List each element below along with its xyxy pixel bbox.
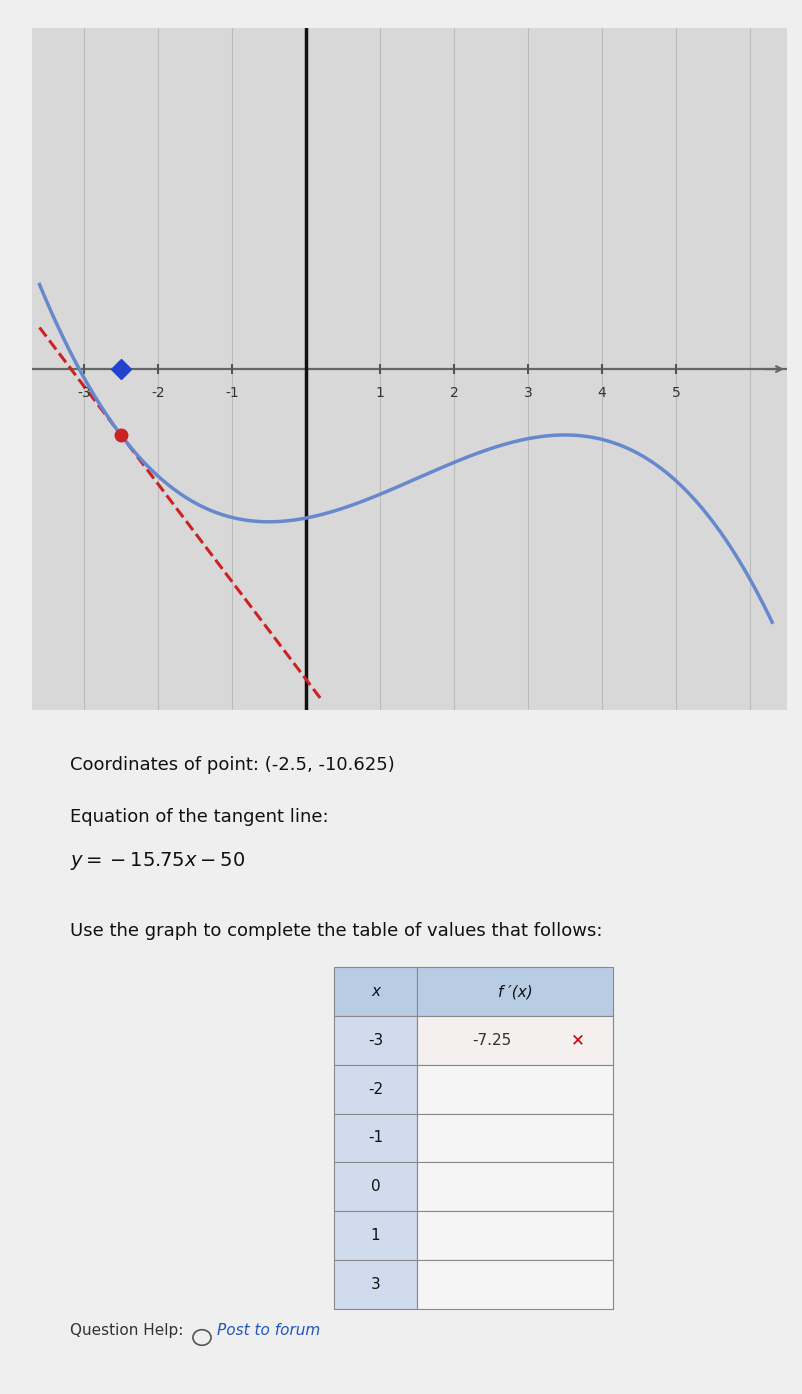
Text: -3: -3 [367, 1033, 383, 1048]
Bar [334, 1065, 416, 1114]
Text: Coordinates of point: (-2.5, -10.625): Coordinates of point: (-2.5, -10.625) [70, 756, 394, 774]
Text: 1: 1 [375, 386, 384, 400]
Text: -2: -2 [367, 1082, 383, 1097]
Bar [334, 1260, 416, 1309]
Bar [334, 1211, 416, 1260]
Text: -7.25: -7.25 [472, 1033, 511, 1048]
Text: -1: -1 [367, 1131, 383, 1146]
Bar [416, 1065, 613, 1114]
Bar [416, 967, 613, 1016]
Text: Question Help:: Question Help: [70, 1323, 183, 1338]
Text: Equation of the tangent line:: Equation of the tangent line: [70, 809, 334, 827]
FancyBboxPatch shape [56, 1384, 241, 1394]
Text: Use the graph to complete the table of values that follows:: Use the graph to complete the table of v… [70, 921, 602, 940]
Bar [416, 1163, 613, 1211]
Text: -1: -1 [225, 386, 238, 400]
Bar [334, 1114, 416, 1163]
Text: 3: 3 [523, 386, 532, 400]
Text: 2: 2 [449, 386, 458, 400]
Text: 0: 0 [371, 1179, 380, 1195]
Text: -2: -2 [151, 386, 164, 400]
Bar [416, 1211, 613, 1260]
Text: 5: 5 [670, 386, 679, 400]
Bar [416, 1114, 613, 1163]
Text: -3: -3 [77, 386, 91, 400]
Text: $y = -15.75x - 50$: $y = -15.75x - 50$ [70, 850, 245, 873]
Bar [334, 1016, 416, 1065]
Text: 3: 3 [371, 1277, 380, 1292]
Bar [334, 1163, 416, 1211]
Bar [416, 1016, 613, 1065]
Text: 1: 1 [371, 1228, 380, 1243]
Bar [416, 1260, 613, 1309]
Bar [334, 967, 416, 1016]
Text: 4: 4 [597, 386, 606, 400]
Text: ✕: ✕ [570, 1032, 584, 1050]
Text: Post to forum: Post to forum [217, 1323, 320, 1338]
Text: x: x [371, 984, 379, 999]
Text: f ′(x): f ′(x) [497, 984, 532, 999]
